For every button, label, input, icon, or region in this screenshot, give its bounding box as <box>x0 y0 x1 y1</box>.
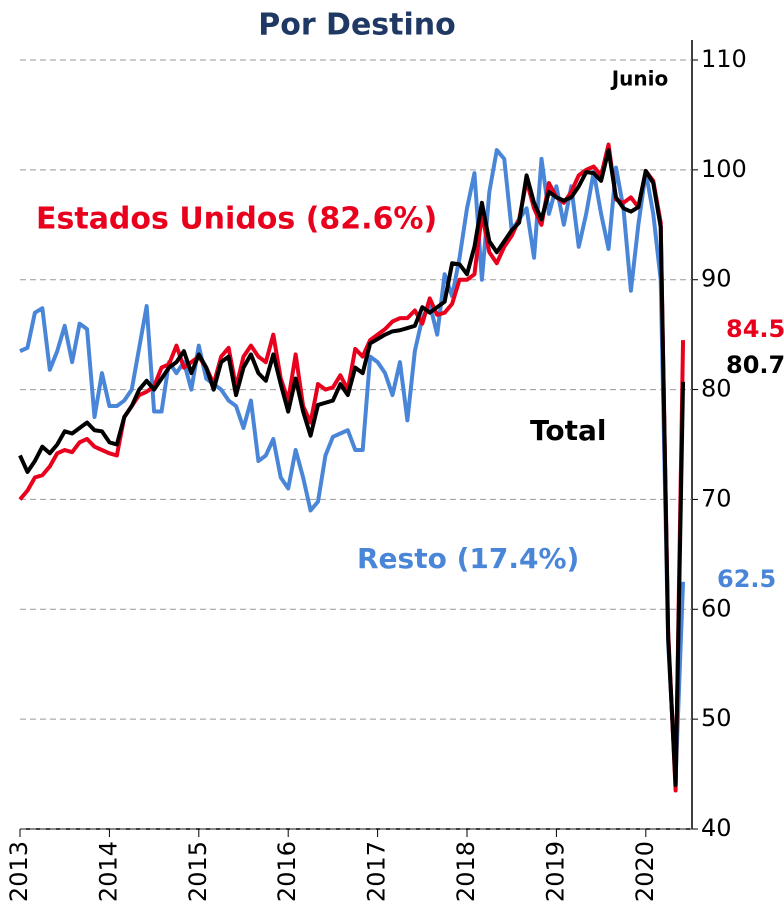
y-tick-label: 50 <box>701 704 732 732</box>
series-label: Resto (17.4%) <box>357 542 579 575</box>
chart-title: Por Destino <box>258 8 456 43</box>
annotation: Junio <box>610 67 669 91</box>
x-tick-label: 2017 <box>363 841 391 902</box>
x-tick-label: 2014 <box>94 841 122 902</box>
end-value-label: 80.7 <box>726 351 784 379</box>
x-tick-label: 2015 <box>184 841 212 902</box>
series-label: Estados Unidos (82.6%) <box>36 202 437 237</box>
x-tick-label: 2019 <box>541 841 569 902</box>
y-tick-label: 80 <box>701 375 732 403</box>
y-tick-label: 90 <box>701 265 732 293</box>
y-tick-label: 40 <box>701 814 732 842</box>
y-tick-label: 110 <box>701 45 747 73</box>
end-value-label: 84.5 <box>726 315 784 343</box>
y-tick-label: 60 <box>701 594 732 622</box>
x-tick-label: 2013 <box>5 841 33 902</box>
series-line <box>18 148 686 788</box>
y-tick-label: 100 <box>701 155 747 183</box>
x-tick-label: 2016 <box>273 841 301 902</box>
y-tick-label: 70 <box>701 484 732 512</box>
series-label: Total <box>530 414 607 447</box>
series-line <box>19 148 686 782</box>
x-tick-label: 2020 <box>631 841 659 902</box>
x-tick-label: 2018 <box>452 841 480 902</box>
end-value-label: 62.5 <box>717 565 776 593</box>
series-line <box>18 142 686 793</box>
